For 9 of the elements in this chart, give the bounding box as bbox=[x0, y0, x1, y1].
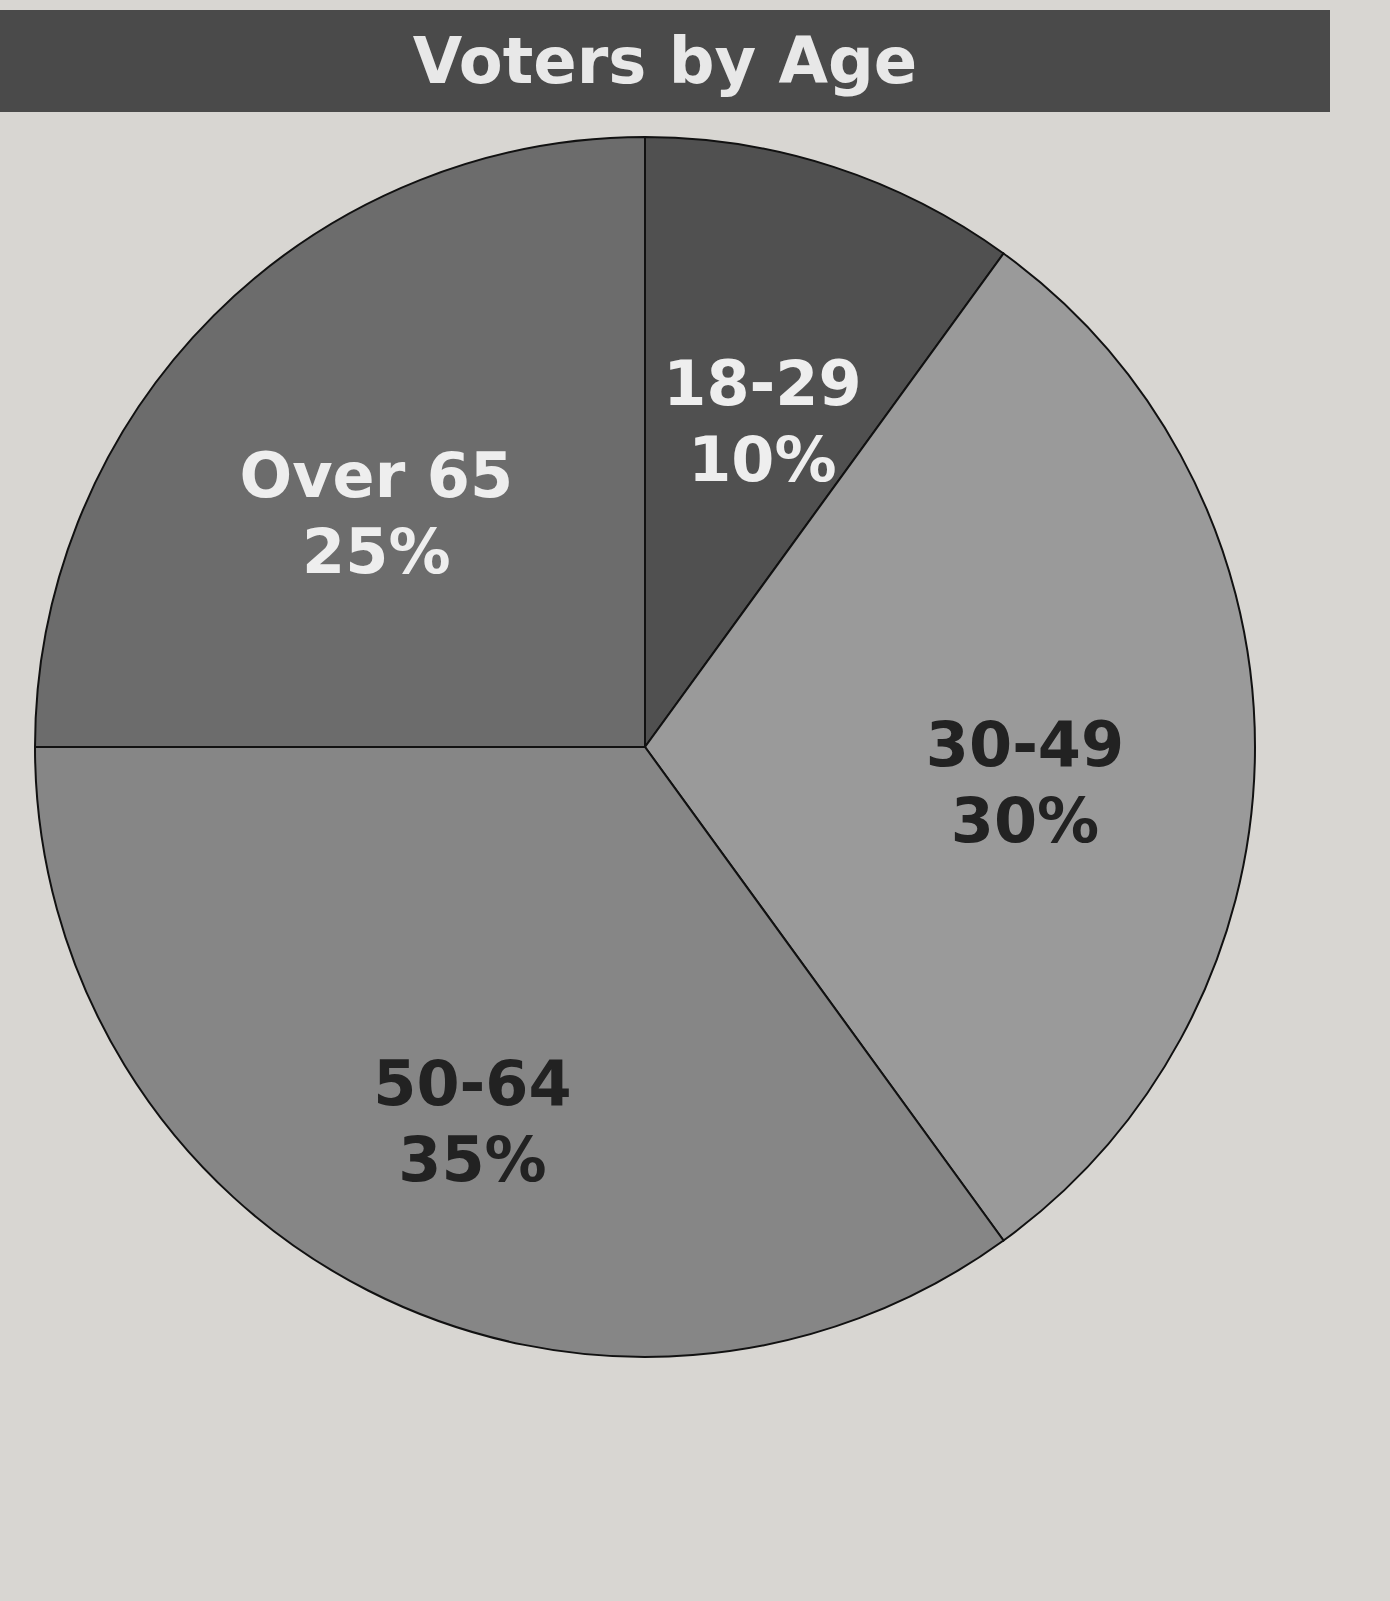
slice-label: 30-49 bbox=[925, 708, 1125, 781]
data-label: 30% bbox=[950, 784, 1100, 857]
slice-label: 50-64 bbox=[373, 1046, 572, 1120]
data-label: 10% bbox=[688, 422, 837, 496]
chart-title: Voters by Age bbox=[0, 10, 1330, 112]
data-label: 25% bbox=[302, 515, 451, 589]
data-label: 35% bbox=[398, 1122, 547, 1196]
slice-label: 18-29 bbox=[663, 346, 862, 420]
slice-label: Over 65 bbox=[239, 439, 514, 513]
